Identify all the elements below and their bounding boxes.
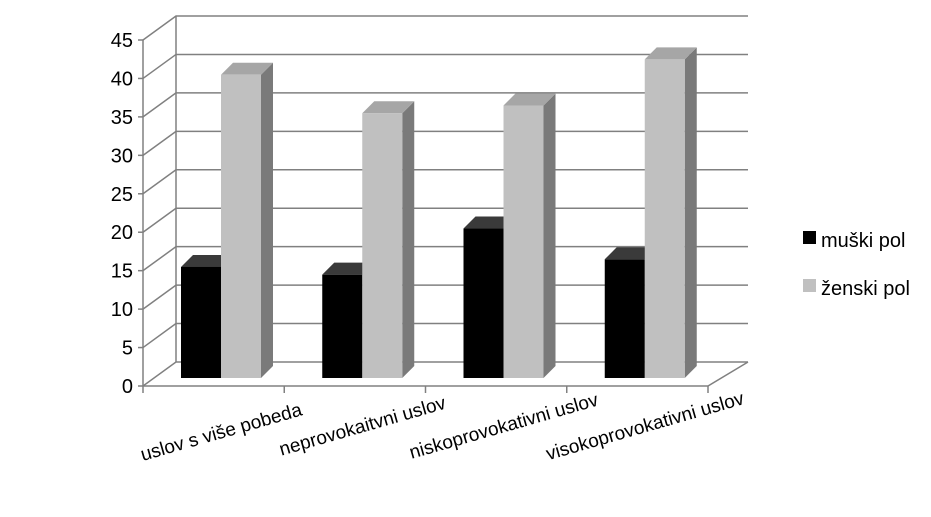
- bar-top: [221, 62, 273, 75]
- y-axis-tick-labels: 0 5 10 15 20 25 30 35 40 45: [111, 30, 133, 398]
- y-tick-label: 15: [111, 261, 133, 283]
- gridline-20: [142, 207, 748, 233]
- bar-front: [503, 105, 544, 378]
- bar-front: [604, 259, 645, 378]
- bar-top: [604, 247, 657, 260]
- y-tick-label: 0: [122, 376, 133, 398]
- y-tick-label: 40: [111, 68, 133, 90]
- bar-zenski-4: [644, 47, 697, 378]
- gridline-30: [142, 130, 748, 156]
- legend-swatch: [803, 279, 816, 292]
- gridline-35: [142, 92, 748, 118]
- bar-front: [322, 274, 363, 378]
- bar-top: [362, 101, 415, 114]
- gridline-15: [142, 245, 748, 272]
- gridline-10: [142, 284, 748, 310]
- bar-front: [181, 266, 221, 378]
- legend: muški pol ženski pol: [803, 230, 910, 300]
- y-tick-label: 10: [111, 299, 133, 321]
- bar-front: [463, 228, 504, 378]
- bar-zenski-3: [503, 93, 556, 378]
- bar-side: [261, 62, 273, 378]
- bar-zenski-2: [362, 101, 415, 378]
- x-category-label: uslov s više pobeda: [138, 400, 305, 466]
- bar-side: [684, 47, 697, 378]
- bar-front: [221, 74, 261, 378]
- bar-top: [181, 254, 233, 267]
- gridline-0: [142, 361, 748, 387]
- bar-top: [644, 47, 697, 60]
- legend-label: muški pol: [821, 230, 905, 252]
- gridline-5: [142, 322, 748, 349]
- bars: [181, 47, 697, 378]
- legend-swatch: [803, 231, 816, 244]
- y-tick-label: 30: [111, 145, 133, 167]
- bar-top: [463, 216, 516, 229]
- y-tick-label: 45: [111, 30, 133, 52]
- bar-top: [322, 262, 375, 275]
- gridline-25: [142, 169, 748, 195]
- y-tick-label: 20: [111, 222, 133, 244]
- y-tick-label: 25: [111, 184, 133, 206]
- bar-front: [362, 113, 403, 378]
- bar-zenski-1: [221, 62, 273, 378]
- bar-front: [644, 59, 685, 378]
- bar-top: [503, 93, 556, 106]
- gridline-45: [142, 15, 748, 41]
- bar-side: [402, 101, 415, 378]
- legend-label: ženski pol: [821, 278, 910, 300]
- y-tick-label: 5: [122, 338, 133, 360]
- axes: [138, 39, 709, 393]
- gridlines: [142, 15, 748, 387]
- bar-side: [543, 93, 556, 378]
- y-tick-label: 35: [111, 107, 133, 129]
- gridline-40: [142, 53, 748, 80]
